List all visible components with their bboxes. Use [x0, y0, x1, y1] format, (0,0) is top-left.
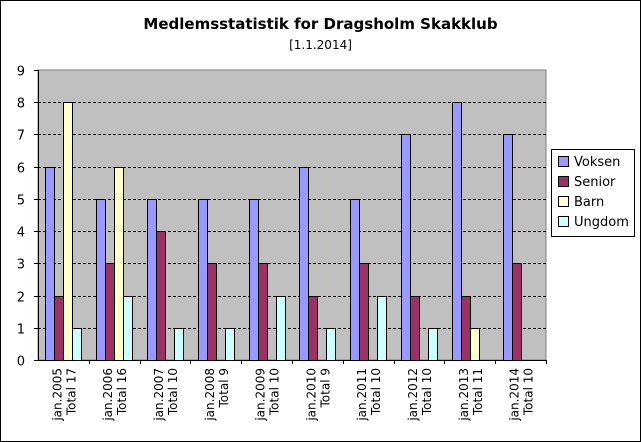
x-category-total-label: Total 10: [522, 368, 536, 416]
x-category-total-label: Total 17: [64, 368, 78, 416]
bar-senior: [207, 263, 217, 361]
chart-subtitle: [1.1.2014]: [289, 38, 352, 52]
x-category-total-label: Total 9: [318, 368, 332, 408]
legend-label: Barn: [574, 195, 605, 210]
bar-voksen: [503, 134, 513, 361]
y-tick-label: 7: [17, 129, 25, 144]
bar-voksen: [249, 199, 259, 361]
x-category-label: jan.2008: [203, 368, 217, 422]
x-category-total-label: Total 10: [420, 368, 434, 416]
bar-ungdom: [174, 328, 184, 361]
bar-senior: [308, 296, 318, 361]
bar-voksen: [96, 199, 106, 361]
bar-senior: [105, 263, 115, 361]
bar-voksen: [147, 199, 157, 361]
bar-senior: [461, 296, 471, 361]
y-tick-label: 6: [17, 162, 25, 177]
bar-voksen: [401, 134, 411, 361]
bar-voksen: [350, 199, 360, 361]
x-category-label: jan.2007: [152, 368, 166, 422]
y-tick-label: 1: [17, 323, 25, 338]
x-category-total-label: Total 11: [471, 368, 485, 416]
x-category-label: jan.2006: [101, 368, 115, 422]
legend-label: Senior: [574, 175, 616, 190]
legend-swatch: [558, 156, 569, 167]
x-category-total-label: Total 10: [166, 368, 180, 416]
x-category-total-label: Total 10: [369, 368, 383, 416]
x-category-total-label: Total 16: [115, 368, 129, 416]
bar-voksen: [452, 102, 462, 361]
bar-ungdom: [326, 328, 336, 361]
bar-senior: [54, 296, 64, 361]
chart-legend: Voksen Senior Barn Ungdom: [551, 149, 635, 237]
y-tick-label: 3: [17, 258, 25, 273]
bar-ungdom: [225, 328, 235, 361]
y-tick-label: 4: [17, 226, 25, 241]
x-category-label: jan.2014: [508, 368, 522, 422]
x-category-label: jan.2009: [254, 368, 268, 422]
bar-voksen: [198, 199, 208, 361]
bar-senior: [156, 231, 166, 361]
y-tick-label: 9: [17, 65, 25, 80]
x-category-total-label: Total 10: [268, 368, 282, 416]
legend-item-barn: Barn: [558, 196, 604, 210]
y-tick-label: 8: [17, 97, 25, 112]
legend-item-ungdom: Ungdom: [558, 216, 629, 230]
bar-barn: [114, 167, 124, 361]
x-category-label: jan.2013: [457, 368, 471, 422]
bar-ungdom: [123, 296, 133, 361]
legend-swatch: [558, 216, 569, 227]
legend-item-senior: Senior: [558, 176, 615, 190]
bar-senior: [512, 263, 522, 361]
y-tick-label: 2: [17, 291, 25, 306]
legend-swatch: [558, 196, 569, 207]
legend-item-voksen: Voksen: [558, 156, 620, 170]
bar-voksen: [45, 167, 55, 361]
bar-ungdom: [377, 296, 387, 361]
bar-senior: [258, 263, 268, 361]
legend-label: Voksen: [574, 155, 621, 170]
x-category-label: jan.2011: [355, 368, 369, 422]
legend-swatch: [558, 176, 569, 187]
x-category-label: jan.2010: [304, 368, 318, 422]
bar-senior: [359, 263, 369, 361]
bar-ungdom: [276, 296, 286, 361]
bar-ungdom: [72, 328, 82, 361]
y-tick-label: 0: [17, 355, 25, 370]
bar-voksen: [299, 167, 309, 361]
legend-label: Ungdom: [574, 215, 629, 230]
bar-ungdom: [428, 328, 438, 361]
bar-barn: [470, 328, 480, 361]
chart-title: Medlemsstatistik for Dragsholm Skakklub: [143, 15, 498, 33]
y-tick-label: 5: [17, 194, 25, 209]
bar-senior: [410, 296, 420, 361]
bar-barn: [63, 102, 73, 361]
x-category-label: jan.2012: [406, 368, 420, 422]
x-category-total-label: Total 9: [217, 368, 231, 408]
x-category-label: jan.2005: [50, 368, 64, 422]
